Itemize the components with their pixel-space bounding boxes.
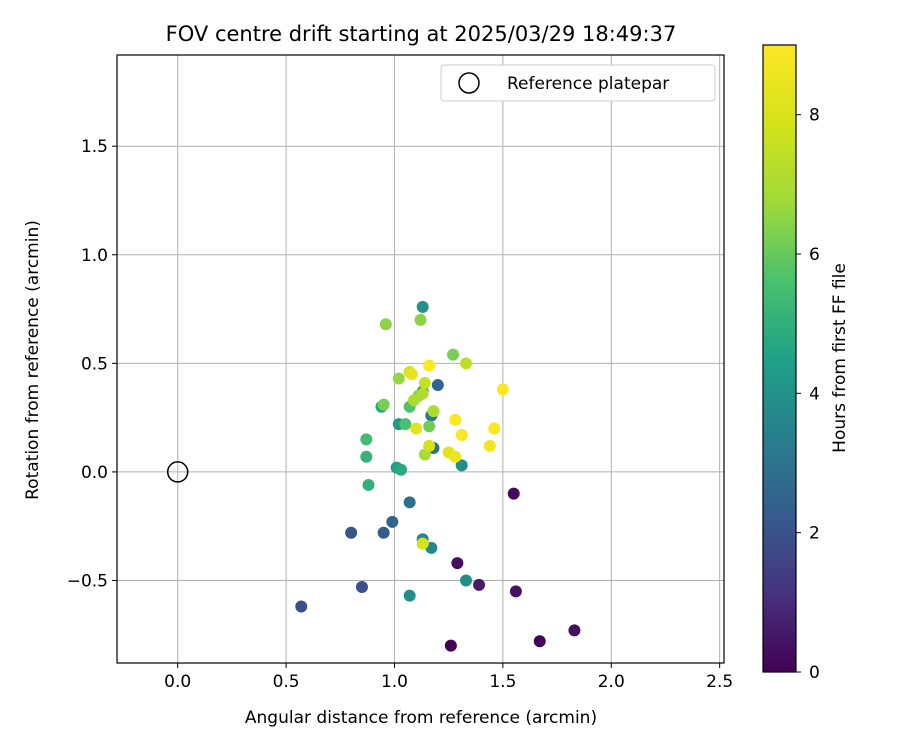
- plot-frame: [116, 54, 725, 664]
- scatter-point: [533, 635, 546, 648]
- scatter-point: [473, 578, 486, 591]
- scatter-point: [377, 526, 390, 539]
- colorbar-tick-label: 0: [809, 663, 820, 683]
- reference-marker: [166, 461, 189, 483]
- scatter-point: [449, 450, 462, 463]
- scatter-point: [460, 574, 473, 587]
- scatter-point: [509, 585, 522, 598]
- scatter-point: [460, 357, 473, 370]
- legend-entry-reference: Reference platepar: [507, 74, 669, 94]
- data-points: [295, 300, 581, 652]
- scatter-point: [427, 405, 440, 418]
- x-tick-label: 0.0: [164, 672, 191, 692]
- scatter-point: [423, 420, 436, 433]
- x-tick-label: 2.5: [706, 672, 733, 692]
- colorbar: 0 2 4 6 8 Hours from first FF file: [762, 44, 850, 683]
- scatter-point: [488, 422, 501, 435]
- scatter-point: [295, 600, 308, 613]
- scatter-point: [386, 515, 399, 528]
- scatter-point: [507, 487, 520, 500]
- scatter-point: [407, 394, 420, 407]
- colorbar-tick-label: 4: [809, 384, 820, 404]
- scatter-point: [399, 418, 412, 431]
- scatter-point: [455, 429, 468, 441]
- x-tick-label: 1.5: [489, 672, 516, 692]
- scatter-point: [447, 348, 460, 361]
- scatter-point: [403, 496, 416, 509]
- scatter-point: [416, 387, 429, 400]
- scatter-point: [379, 318, 392, 331]
- y-tick-label: 1.5: [81, 137, 108, 157]
- scatter-point: [449, 413, 462, 426]
- scatter-point: [496, 383, 509, 396]
- legend-marker-icon: [458, 72, 480, 94]
- scatter-point: [416, 300, 429, 313]
- y-tick-label: −0.5: [67, 571, 108, 591]
- scatter-point: [345, 526, 358, 539]
- scatter-point: [410, 422, 423, 435]
- x-axis-ticks: 0.0 0.5 1.0 1.5 2.0 2.5: [164, 663, 733, 692]
- colorbar-tick-label: 6: [809, 245, 820, 265]
- colorbar-gradient: [762, 44, 797, 673]
- y-tick-label: 0.5: [81, 354, 108, 374]
- scatter-point: [455, 459, 468, 472]
- scatter-point: [394, 463, 407, 476]
- x-axis-label: Angular distance from reference (arcmin): [245, 708, 597, 728]
- y-axis-ticks: −0.5 0.0 0.5 1.0 1.5: [67, 137, 117, 591]
- x-tick-label: 1.0: [381, 672, 408, 692]
- y-axis-label: Rotation from reference (arcmin): [23, 220, 43, 500]
- colorbar-tick-label: 2: [809, 524, 820, 544]
- legend-box: [440, 64, 716, 102]
- colorbar-tick-label: 8: [809, 106, 820, 126]
- colorbar-ticks: 0 2 4 6 8: [796, 106, 820, 683]
- scatter-point: [431, 379, 444, 392]
- x-tick-label: 0.5: [273, 672, 300, 692]
- scatter-point: [423, 359, 436, 372]
- scatter-point: [377, 398, 390, 411]
- scatter-point: [451, 557, 464, 570]
- scatter-point: [423, 439, 436, 452]
- scatter-point: [362, 478, 375, 491]
- scatter-point: [444, 639, 457, 652]
- y-tick-label: 0.0: [81, 463, 108, 483]
- scatter-point: [416, 537, 429, 550]
- grid: [117, 55, 724, 663]
- scatter-point: [405, 368, 418, 381]
- colorbar-label: Hours from first FF file: [830, 263, 850, 453]
- legend: Reference platepar: [440, 64, 716, 102]
- x-tick-label: 2.0: [598, 672, 625, 692]
- scatter-point: [483, 439, 496, 452]
- scatter-point: [403, 589, 416, 602]
- scatter-point: [360, 433, 373, 446]
- chart-title: FOV centre drift starting at 2025/03/29 …: [166, 22, 677, 46]
- y-tick-label: 1.0: [81, 246, 108, 266]
- scatter-point: [414, 313, 427, 326]
- scatter-point: [392, 372, 405, 385]
- scatter-point: [568, 624, 581, 637]
- scatter-point: [360, 450, 373, 463]
- scatter-point: [418, 376, 431, 389]
- scatter-point: [355, 581, 368, 593]
- reference-point: [166, 461, 189, 483]
